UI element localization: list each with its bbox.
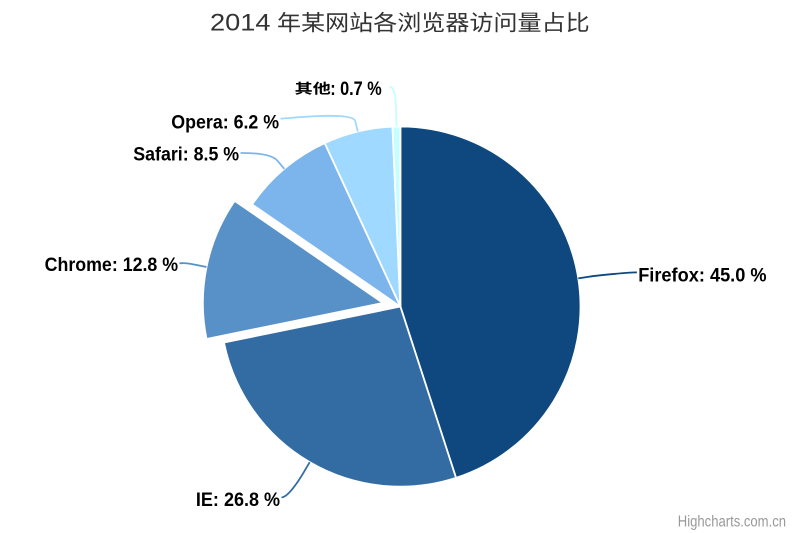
svg-text:Opera: 6.2 %: Opera: 6.2 %	[171, 112, 279, 133]
svg-text:Chrome: 12.8 %: Chrome: 12.8 %	[45, 255, 179, 276]
svg-text:IE: 26.8 %: IE: 26.8 %	[196, 490, 280, 511]
svg-text:Firefox: 45.0 %: Firefox: 45.0 %	[638, 266, 766, 287]
svg-text:Highcharts.com.cn: Highcharts.com.cn	[678, 514, 786, 531]
svg-text:2014: 2014	[210, 10, 271, 37]
svg-text:: 0.7 %: : 0.7 %	[330, 79, 382, 100]
svg-text:Safari: 8.5 %: Safari: 8.5 %	[133, 145, 239, 166]
